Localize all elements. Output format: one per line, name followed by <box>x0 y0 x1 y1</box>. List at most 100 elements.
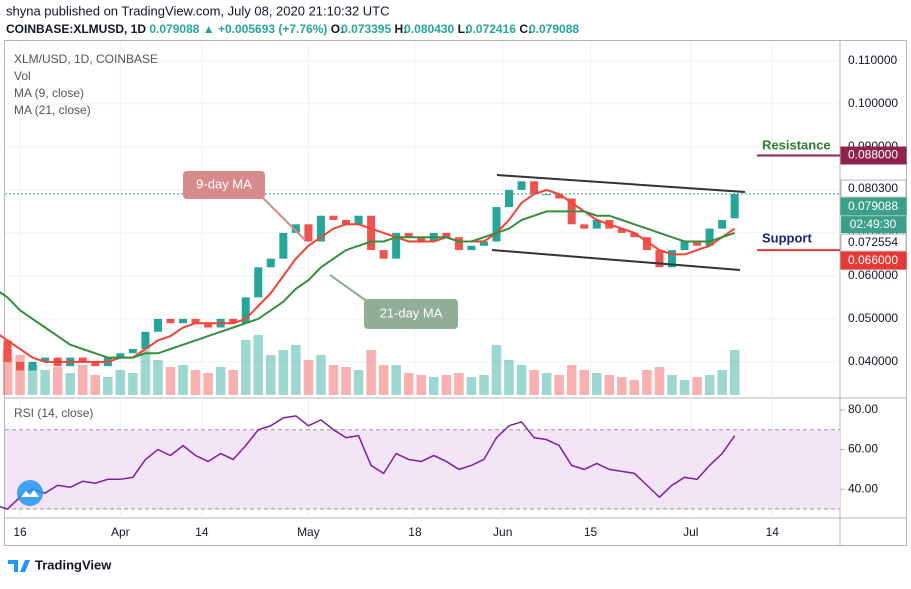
logo-badge-icon <box>21 490 39 497</box>
publisher: shyna published on TradingView.com, July… <box>6 3 390 18</box>
candle <box>517 181 526 190</box>
ohlc-value: 0.073395 <box>341 22 391 36</box>
candle <box>667 250 677 268</box>
candle <box>492 207 501 242</box>
volume-bar <box>704 375 715 395</box>
candle <box>329 215 338 220</box>
chart-frame <box>4 40 907 546</box>
legend-title: XLM/USD, 1D, COINBASE <box>14 52 158 66</box>
volume-bar <box>729 350 740 395</box>
ohlc-value: 0.080430 <box>404 22 454 36</box>
candle <box>555 194 564 199</box>
candle <box>705 228 714 246</box>
candle <box>580 224 589 229</box>
candle <box>693 241 702 246</box>
volume-bar <box>328 365 339 395</box>
volume-bar <box>516 365 527 395</box>
candle <box>642 237 651 251</box>
plot: 16 Apr 14 May 18 Jun 15 Jul 14 0.040000 0.050000 0.… <box>0 41 898 539</box>
annotation: 9-day MA <box>196 176 252 191</box>
rsi-tick-label: 40.00 <box>848 481 878 495</box>
volume-bar <box>77 365 88 395</box>
candle <box>128 348 137 354</box>
volume-bar <box>115 370 126 395</box>
candle <box>467 245 476 251</box>
volume-bar <box>479 375 489 395</box>
volume-bar <box>203 373 213 395</box>
price-tag <box>840 251 907 270</box>
volume-bar <box>303 360 314 395</box>
trendline <box>491 249 741 271</box>
y-tick-label: 0.050000 <box>848 311 898 325</box>
volume-bar <box>566 365 577 395</box>
volume-bar <box>128 373 138 395</box>
candle <box>316 215 325 242</box>
candle <box>342 220 351 225</box>
candle <box>367 215 376 251</box>
candle <box>392 232 401 259</box>
rsi-band <box>5 429 840 510</box>
price-tag-label: 0.066000 <box>848 253 898 267</box>
candle <box>153 318 162 332</box>
volume-bar <box>491 345 502 395</box>
volume-bar <box>679 380 690 395</box>
volume-bar <box>190 370 201 395</box>
volume-bar <box>153 360 163 395</box>
volume-bar <box>65 373 75 395</box>
x-tick-label: 14 <box>195 525 209 539</box>
countdown: 02:49:30 <box>850 217 897 231</box>
candle <box>304 224 313 242</box>
candle <box>254 267 263 298</box>
candle <box>16 361 25 371</box>
volume-bar <box>240 340 251 395</box>
candle <box>404 232 413 238</box>
candle <box>617 228 626 233</box>
x-tick-label: Jul <box>683 525 698 539</box>
volume-bar <box>291 345 301 395</box>
x-tick-label: 14 <box>766 525 780 539</box>
candle <box>229 318 238 324</box>
ohlc-label: O: <box>331 22 344 36</box>
volume-bar <box>2 350 13 395</box>
x-tick-label: 15 <box>584 525 598 539</box>
volume-bar <box>604 375 615 395</box>
volume-bar <box>15 355 25 395</box>
price-tag-label: 0.088000 <box>848 148 898 162</box>
x-tick-label: Jun <box>493 525 512 539</box>
volume-bar <box>692 377 702 395</box>
volume-bar <box>579 370 589 395</box>
symbol-line: COINBASE:XLMUSD, 1D 0.079088 ▲ +0.005693… <box>6 22 579 36</box>
candle <box>291 224 300 233</box>
volume-bar <box>554 375 564 395</box>
rsi-line <box>0 415 736 510</box>
y-tick-label: 0.060000 <box>848 268 898 282</box>
volume-bar <box>391 365 401 395</box>
trendline <box>496 174 746 193</box>
candle <box>592 220 601 229</box>
candle <box>542 194 551 196</box>
x-tick-label: May <box>297 525 320 539</box>
candle <box>41 357 50 362</box>
candle <box>91 361 100 367</box>
candle <box>730 193 739 219</box>
x-tick-label: Apr <box>111 525 130 539</box>
rsi-legend: RSI (14, close) <box>14 406 93 420</box>
candle <box>354 215 363 225</box>
candle <box>241 297 250 324</box>
price-tag-label: 0.072554 <box>848 235 898 249</box>
volume-bar <box>178 365 188 395</box>
volume-bar <box>228 370 238 395</box>
volume-bar <box>266 355 276 395</box>
volume-bar <box>667 375 677 395</box>
candle <box>28 361 37 371</box>
footer-brand: TradingView <box>35 557 112 572</box>
volume-bar <box>717 370 727 395</box>
candle <box>479 241 488 246</box>
candle <box>417 237 426 242</box>
volume-bar <box>253 335 264 395</box>
candle <box>379 250 388 259</box>
candle <box>179 318 188 324</box>
candle <box>266 258 275 268</box>
y-tick-label: 0.110000 <box>848 53 897 67</box>
ohlc-value: 0.079088 <box>529 22 579 36</box>
